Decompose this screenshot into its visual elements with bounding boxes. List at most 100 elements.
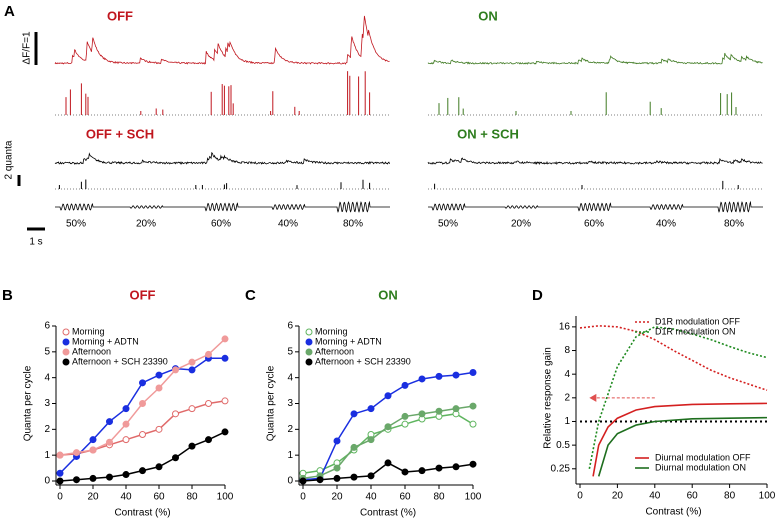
legend-label: D1R modulation ON [655, 326, 736, 336]
data-point [469, 460, 477, 468]
y-tick-label: 5 [44, 346, 50, 357]
x-tick-label: 20 [331, 492, 343, 503]
data-point [435, 407, 443, 415]
scale-label: 1 s [29, 237, 42, 248]
contrast-label: 40% [656, 219, 676, 230]
data-point [139, 467, 146, 475]
legend-label: Morning + ADTN [72, 336, 139, 346]
legend-marker [62, 338, 70, 346]
legend-label: Morning + ADTN [315, 336, 382, 346]
contrast-label: 40% [278, 219, 298, 230]
chart-title: OFF [130, 287, 156, 302]
y-tick-label: 0.25 [551, 463, 571, 474]
data-point [221, 428, 229, 436]
y-axis-label: Relative response gain [543, 347, 554, 449]
data-point [221, 397, 229, 405]
data-point [367, 472, 375, 480]
data-point [418, 467, 426, 475]
scale-label: 2 quanta [4, 140, 15, 179]
x-tick-label: 40 [649, 491, 661, 502]
data-point [350, 410, 358, 418]
data-point [333, 474, 341, 482]
data-point [469, 402, 477, 410]
trace [54, 15, 390, 65]
data-point [384, 459, 392, 467]
x-tick-label: 20 [87, 492, 99, 503]
panel-letter: B [2, 287, 13, 304]
data-point [56, 477, 64, 485]
contrast-label: 20% [511, 219, 531, 230]
data-point [452, 371, 460, 379]
legend-marker [305, 338, 313, 346]
x-tick-label: 100 [465, 492, 482, 503]
data-point [316, 476, 324, 484]
data-point [89, 446, 97, 454]
x-tick-label: 0 [300, 492, 306, 503]
data-point [188, 358, 196, 366]
x-tick-label: 60 [153, 492, 165, 503]
chart-title: ON [378, 287, 398, 302]
data-point [401, 420, 409, 428]
data-point [221, 335, 229, 343]
data-point [188, 442, 196, 450]
legend-label: Afternoon [72, 346, 111, 356]
data-point [122, 436, 130, 444]
x-tick-label: 40 [365, 492, 377, 503]
legend-label: Afternoon + SCH 23390 [315, 356, 411, 366]
y-tick-label: 6 [44, 321, 50, 332]
trace-title: OFF + SCH [86, 126, 154, 141]
data-point [418, 375, 426, 383]
legend-label: D1R modulation OFF [655, 316, 741, 326]
data-point [106, 418, 113, 426]
y-tick-label: 5 [287, 346, 293, 357]
x-tick-label: 40 [120, 492, 132, 503]
x-tick-label: 80 [186, 492, 198, 503]
legend-marker [62, 328, 70, 336]
contrast-label: 60% [584, 219, 604, 230]
panel-letter: D [532, 287, 543, 304]
trace-title: OFF [107, 8, 133, 23]
legend-label: Afternoon [315, 346, 354, 356]
y-tick-label: 4 [564, 369, 570, 380]
data-point [205, 436, 212, 444]
y-tick-label: 4 [287, 372, 293, 383]
x-axis-label: Contrast (%) [645, 507, 701, 518]
data-point [333, 437, 341, 445]
data-point [122, 471, 130, 479]
contrast-label: 50% [66, 219, 86, 230]
data-point [155, 463, 163, 471]
data-point [205, 400, 212, 407]
data-point [73, 476, 80, 484]
legend-label: Morning [315, 326, 348, 336]
data-point [106, 473, 113, 481]
data-point [435, 464, 443, 472]
trace-title: ON [478, 8, 498, 23]
data-point [384, 392, 392, 400]
data-point [139, 431, 146, 438]
data-point [435, 372, 443, 380]
data-point [469, 420, 477, 428]
data-point [56, 451, 64, 459]
contrast-label: 50% [438, 219, 458, 230]
data-point [172, 454, 179, 462]
data-point [73, 449, 80, 457]
legend-marker [305, 358, 313, 366]
legend-label: Afternoon + SCH 23390 [72, 356, 168, 366]
y-tick-label: 16 [559, 322, 571, 333]
legend-marker [62, 348, 70, 356]
x-tick-label: 0 [57, 492, 63, 503]
y-axis-label: Quanta per cycle [23, 365, 34, 441]
data-point [172, 366, 179, 374]
stimulus [428, 200, 763, 213]
legend-marker [62, 358, 70, 366]
panel-letter: C [245, 287, 256, 304]
y-tick-label: 1 [44, 450, 50, 461]
data-point [139, 379, 146, 387]
data-point [418, 410, 426, 418]
y-axis-label: Quanta per cycle [266, 365, 277, 441]
traces [54, 15, 763, 213]
x-axis-label: Contrast (%) [114, 508, 170, 519]
data-point [401, 381, 409, 389]
x-axis-label: Contrast (%) [360, 508, 416, 519]
